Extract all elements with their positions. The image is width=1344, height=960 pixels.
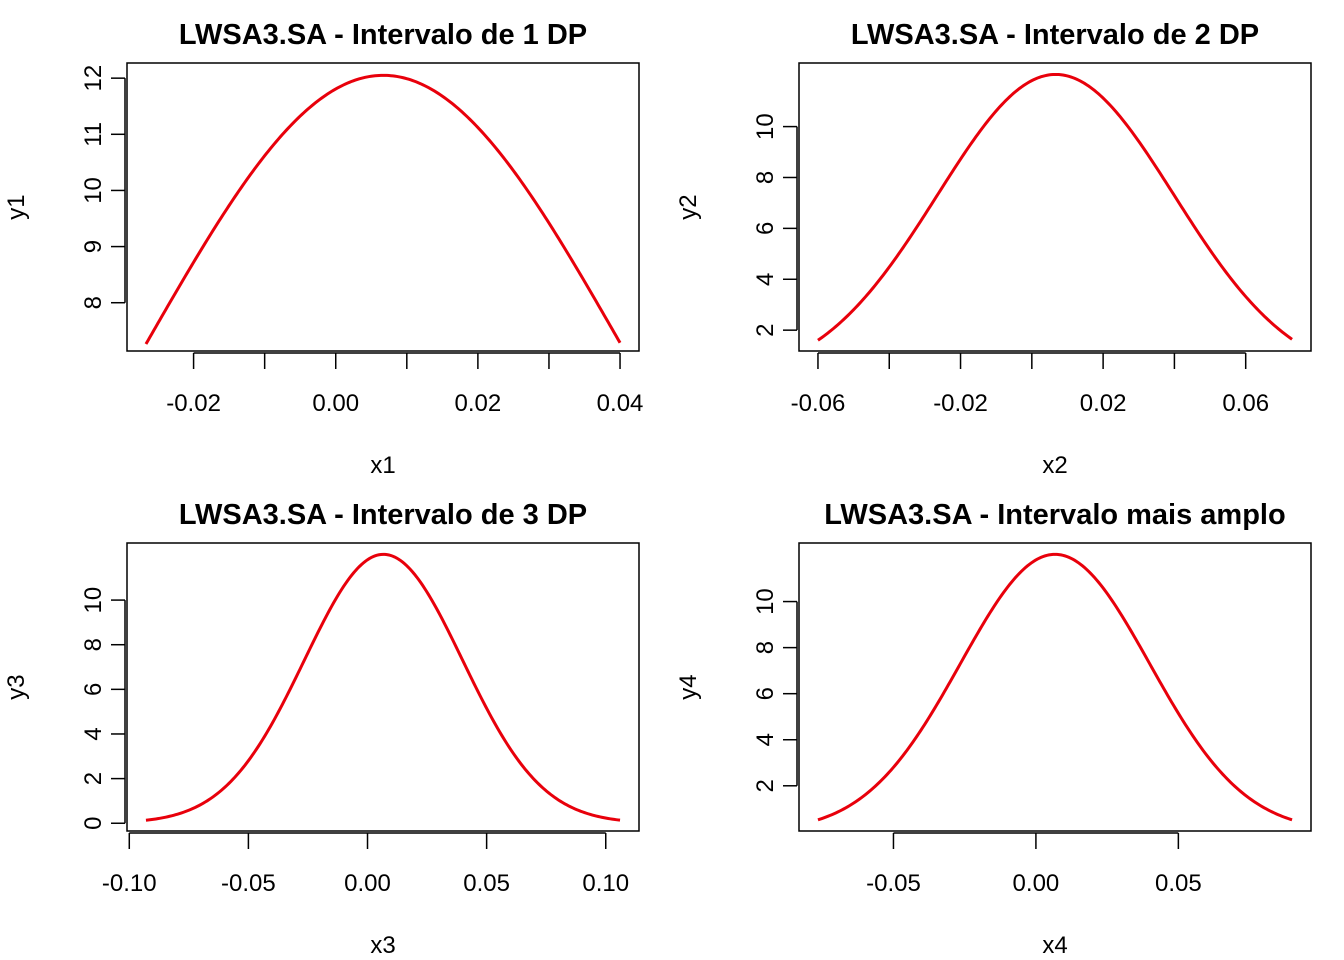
panel-4-x-label: x4 (1042, 932, 1067, 959)
panel-4-y-tick-label: 2 (752, 779, 779, 792)
panel-2-y-tick-label: 6 (752, 222, 779, 235)
panel-4-x-axis: -0.05 0.00 0.05 (866, 832, 1202, 897)
panel-3-x-tick-label: -0.10 (102, 870, 157, 897)
panel-4-curve (817, 552, 1293, 822)
panel-1: LWSA3.SA - Intervalo de 1 DP -0.02 0.00 0.… (3, 19, 643, 479)
panel-2-x-tick-label: 0.02 (1080, 390, 1127, 417)
panel-3-curve (145, 552, 621, 822)
panel-3-plot-frame (126, 542, 640, 832)
panel-2-x-tick-label: -0.06 (791, 390, 846, 417)
panel-1-x-tick-label: -0.02 (166, 390, 221, 417)
panel-2-y-tick-label: 4 (752, 273, 779, 286)
panel-3-y-tick-label: 4 (80, 727, 107, 740)
panel-1-y-label: y1 (3, 194, 30, 219)
panel-4-y-tick-label: 8 (752, 641, 779, 654)
panel-4-x-tick-label: 0.05 (1155, 870, 1202, 897)
panel-2-y-tick-label: 2 (752, 323, 779, 336)
panel-2-x-axis: -0.06 -0.02 0.02 0.06 (791, 352, 1269, 417)
panel-1-y-tick-label: 10 (80, 177, 107, 204)
panel-4-x-tick-label: 0.00 (1013, 870, 1060, 897)
panel-3-x-tick-label: 0.05 (463, 870, 510, 897)
panel-4-x-tick-label: -0.05 (866, 870, 921, 897)
panel-3-y-tick-label: 2 (80, 772, 107, 785)
panel-3-x-tick-label: -0.05 (221, 870, 276, 897)
panel-3-y-tick-label: 0 (80, 817, 107, 830)
panel-3-y-tick-label: 10 (80, 587, 107, 614)
panel-1-x-tick-label: 0.00 (312, 390, 359, 417)
panel-2-y-tick-label: 8 (752, 171, 779, 184)
panel-1-x-tick-label: 0.02 (455, 390, 502, 417)
panel-3-x-label: x3 (370, 932, 395, 959)
panel-4-plot-frame (798, 542, 1312, 832)
panel-1-y-tick-label: 8 (80, 296, 107, 309)
panel-1-y-tick-label: 12 (80, 65, 107, 92)
panel-2-title: LWSA3.SA - Intervalo de 2 DP (851, 19, 1259, 51)
panel-3-x-tick-label: 0.10 (582, 870, 629, 897)
panel-4-y-axis: 2 4 6 8 10 (752, 588, 798, 792)
panel-3-x-tick-label: 0.00 (344, 870, 391, 897)
panel-1-curve (144, 73, 622, 345)
panel-4-y-tick-label: 6 (752, 687, 779, 700)
panel-2-y-tick-label: 10 (752, 113, 779, 140)
panel-4-y-tick-label: 4 (752, 733, 779, 746)
panel-2-x-tick-label: 0.06 (1222, 390, 1269, 417)
panel-3: LWSA3.SA - Intervalo de 3 DP -0.10 -0.05 0… (3, 499, 640, 959)
panel-1-x-label: x1 (370, 452, 395, 479)
panel-2: LWSA3.SA - Intervalo de 2 DP -0.06 -0.02 0… (675, 19, 1312, 479)
panel-2-curve (817, 72, 1293, 342)
panel-1-y-axis: 8 9 10 11 12 (80, 65, 126, 309)
panel-4: LWSA3.SA - Intervalo mais amplo -0.05 0.0… (675, 499, 1312, 959)
panel-2-plot-frame (798, 62, 1312, 352)
panel-1-title: LWSA3.SA - Intervalo de 1 DP (179, 19, 587, 51)
panel-3-y-axis: 0 2 4 6 8 10 (80, 587, 126, 830)
panel-3-y-tick-label: 8 (80, 638, 107, 651)
panel-1-x-tick-label: 0.04 (597, 390, 644, 417)
panel-1-x-axis: -0.02 0.00 0.02 0.04 (166, 352, 644, 417)
panel-4-y-label: y4 (675, 674, 702, 699)
panel-3-y-tick-label: 6 (80, 683, 107, 696)
panel-3-title: LWSA3.SA - Intervalo de 3 DP (179, 499, 587, 531)
panel-1-y-tick-label: 11 (80, 122, 107, 147)
panel-2-y-axis: 2 4 6 8 10 (752, 113, 798, 337)
panel-2-x-label: x2 (1042, 452, 1067, 479)
panel-2-y-label: y2 (675, 194, 702, 219)
panel-1-plot-frame (126, 62, 640, 352)
panel-3-x-axis: -0.10 -0.05 0.00 0.05 0.10 (102, 832, 629, 897)
panel-4-y-tick-label: 10 (752, 588, 779, 615)
panel-4-title: LWSA3.SA - Intervalo mais amplo (824, 499, 1285, 531)
panel-2-x-tick-label: -0.02 (933, 390, 988, 417)
panel-3-y-label: y3 (3, 674, 30, 699)
panel-1-y-tick-label: 9 (80, 240, 107, 253)
